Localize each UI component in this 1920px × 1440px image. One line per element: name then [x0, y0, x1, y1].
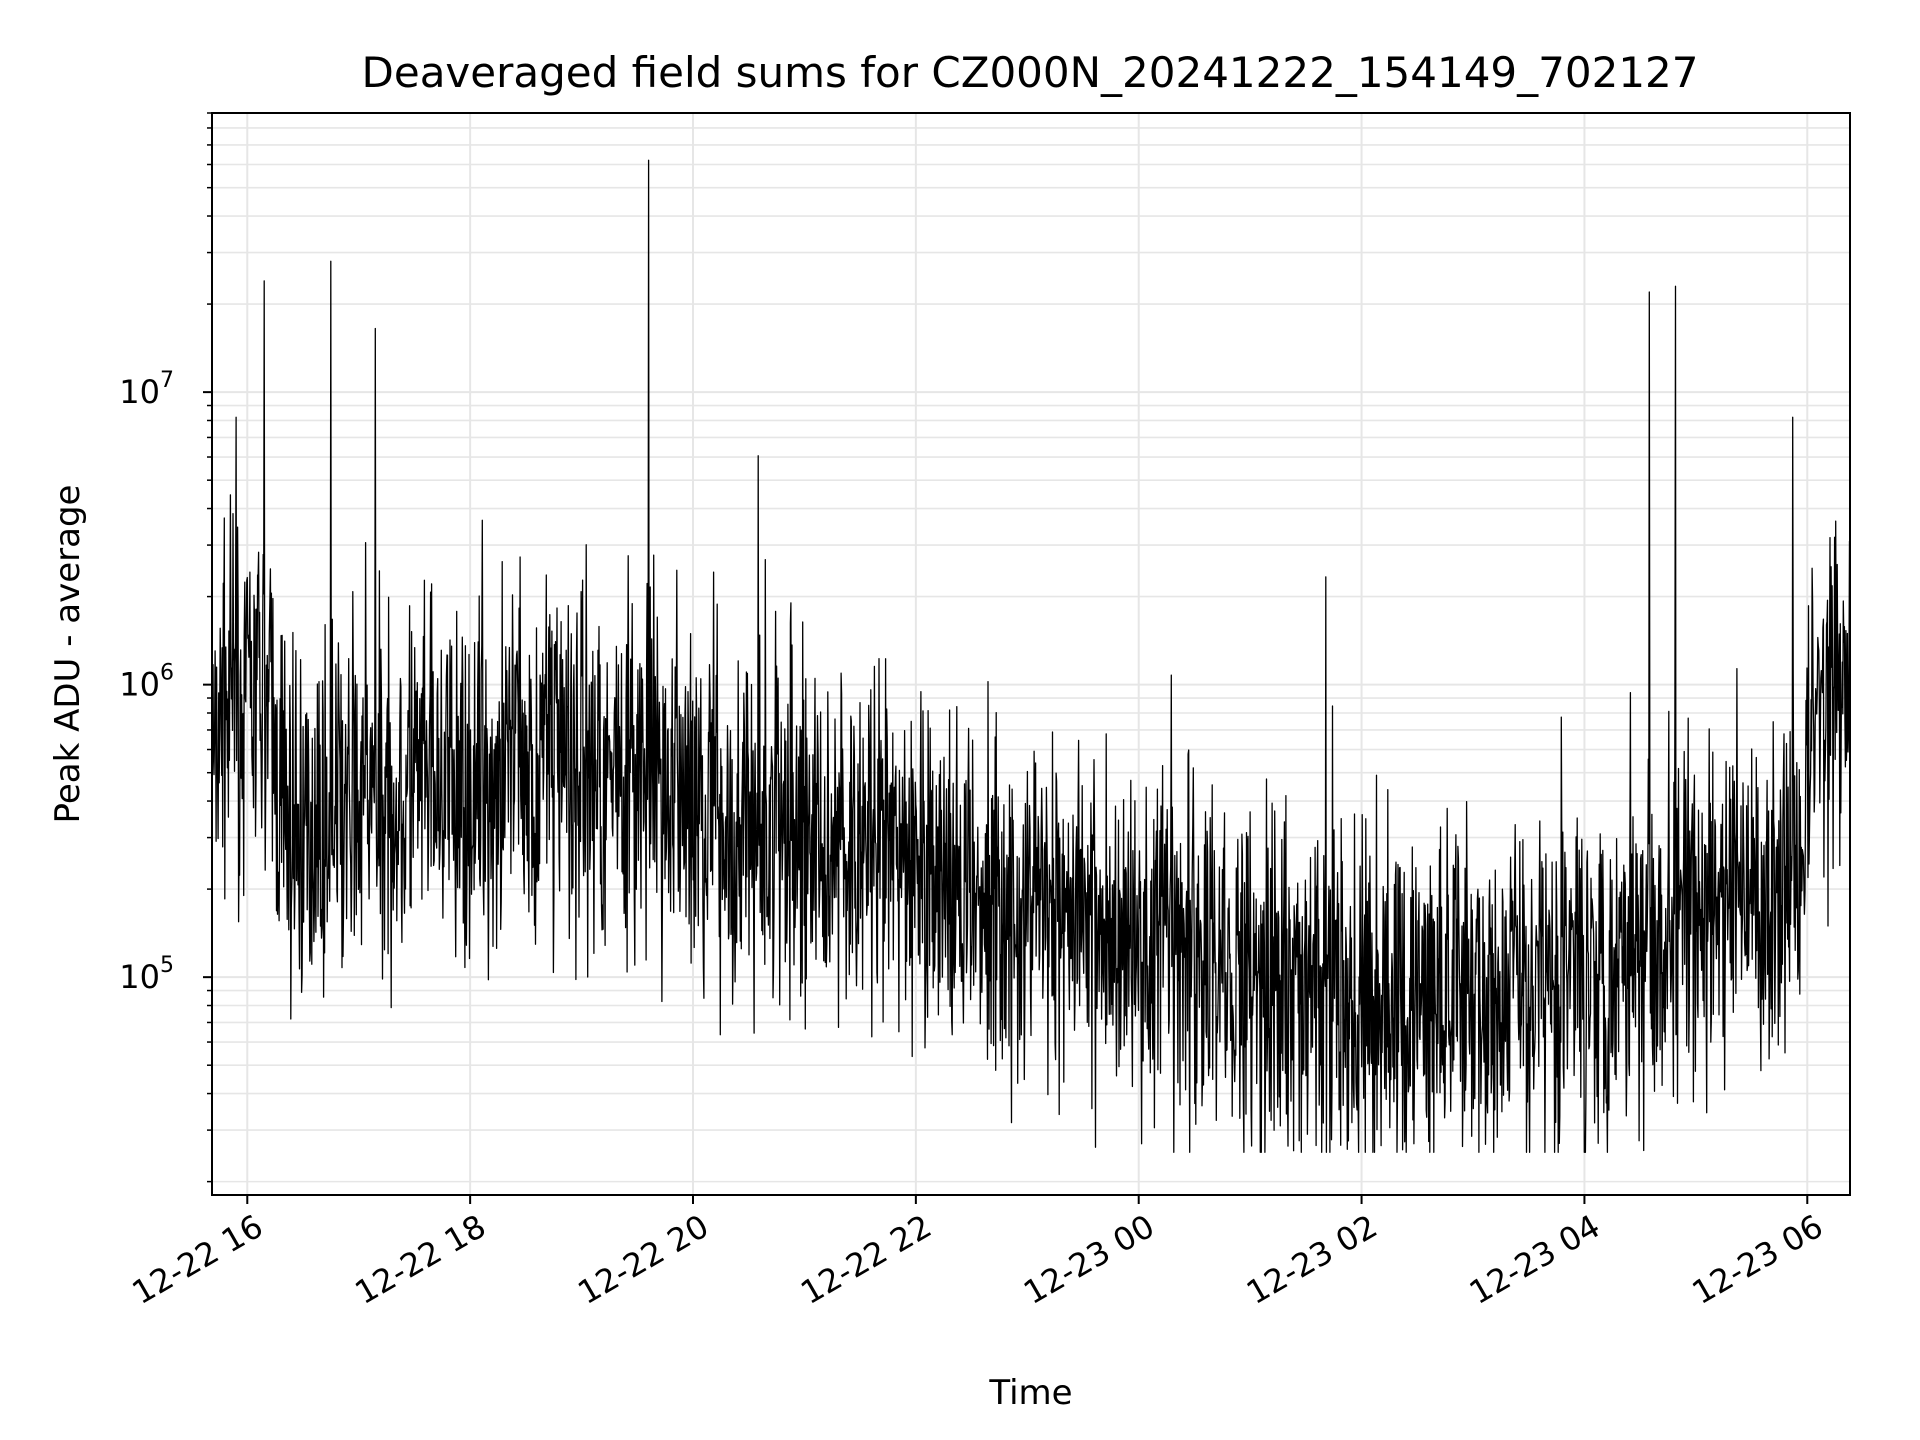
y-axis: 105 106 107	[119, 112, 212, 1183]
y-tick-label: 105	[119, 953, 174, 996]
y-tick-label: 107	[119, 368, 174, 411]
plot-frame	[211, 112, 1851, 1196]
y-tick-label: 106	[119, 661, 174, 704]
series	[211, 159, 1851, 1153]
chart-title: Deaveraged field sums for CZ000N_2024122…	[362, 48, 1699, 97]
x-axis-label: Time	[988, 1373, 1072, 1413]
plot-area	[211, 112, 1851, 1196]
series-line	[211, 159, 1851, 1153]
y-axis-label: Peak ADU - average	[48, 485, 88, 824]
